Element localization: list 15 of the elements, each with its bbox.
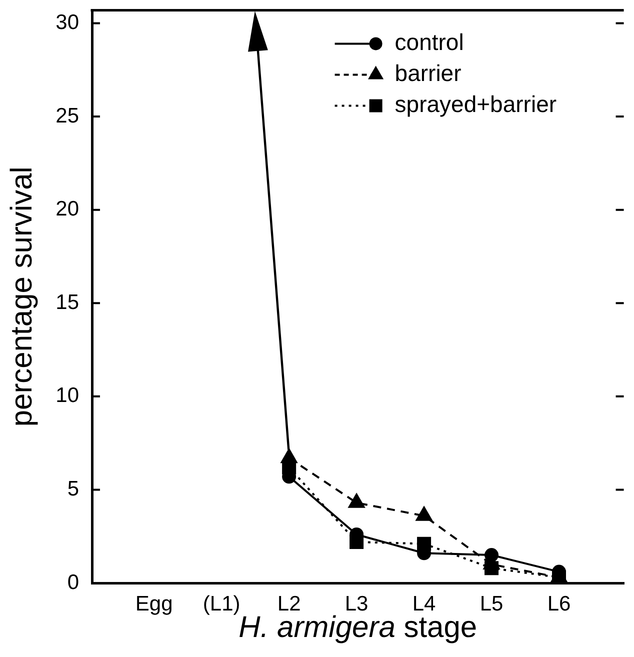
legend-label: control: [394, 29, 464, 56]
x-tick-label: L5: [480, 592, 504, 616]
x-tick-label: Egg: [135, 592, 173, 616]
y-tick-label: 30: [56, 11, 79, 34]
x-tick-label: (L1): [202, 592, 240, 616]
x-tick-label: L6: [547, 592, 571, 616]
y-tick-label: 15: [56, 290, 79, 314]
y-tick-label: 0: [67, 570, 79, 594]
y-tick-label: 5: [67, 478, 79, 501]
y-tick-label: 10: [56, 384, 79, 408]
legend-label: sprayed+barrier: [394, 91, 557, 118]
y-axis-title: percentage survival: [5, 166, 38, 427]
y-tick-label: 25: [56, 104, 79, 128]
y-tick-label: 20: [56, 198, 79, 221]
legend-label: barrier: [394, 60, 462, 86]
